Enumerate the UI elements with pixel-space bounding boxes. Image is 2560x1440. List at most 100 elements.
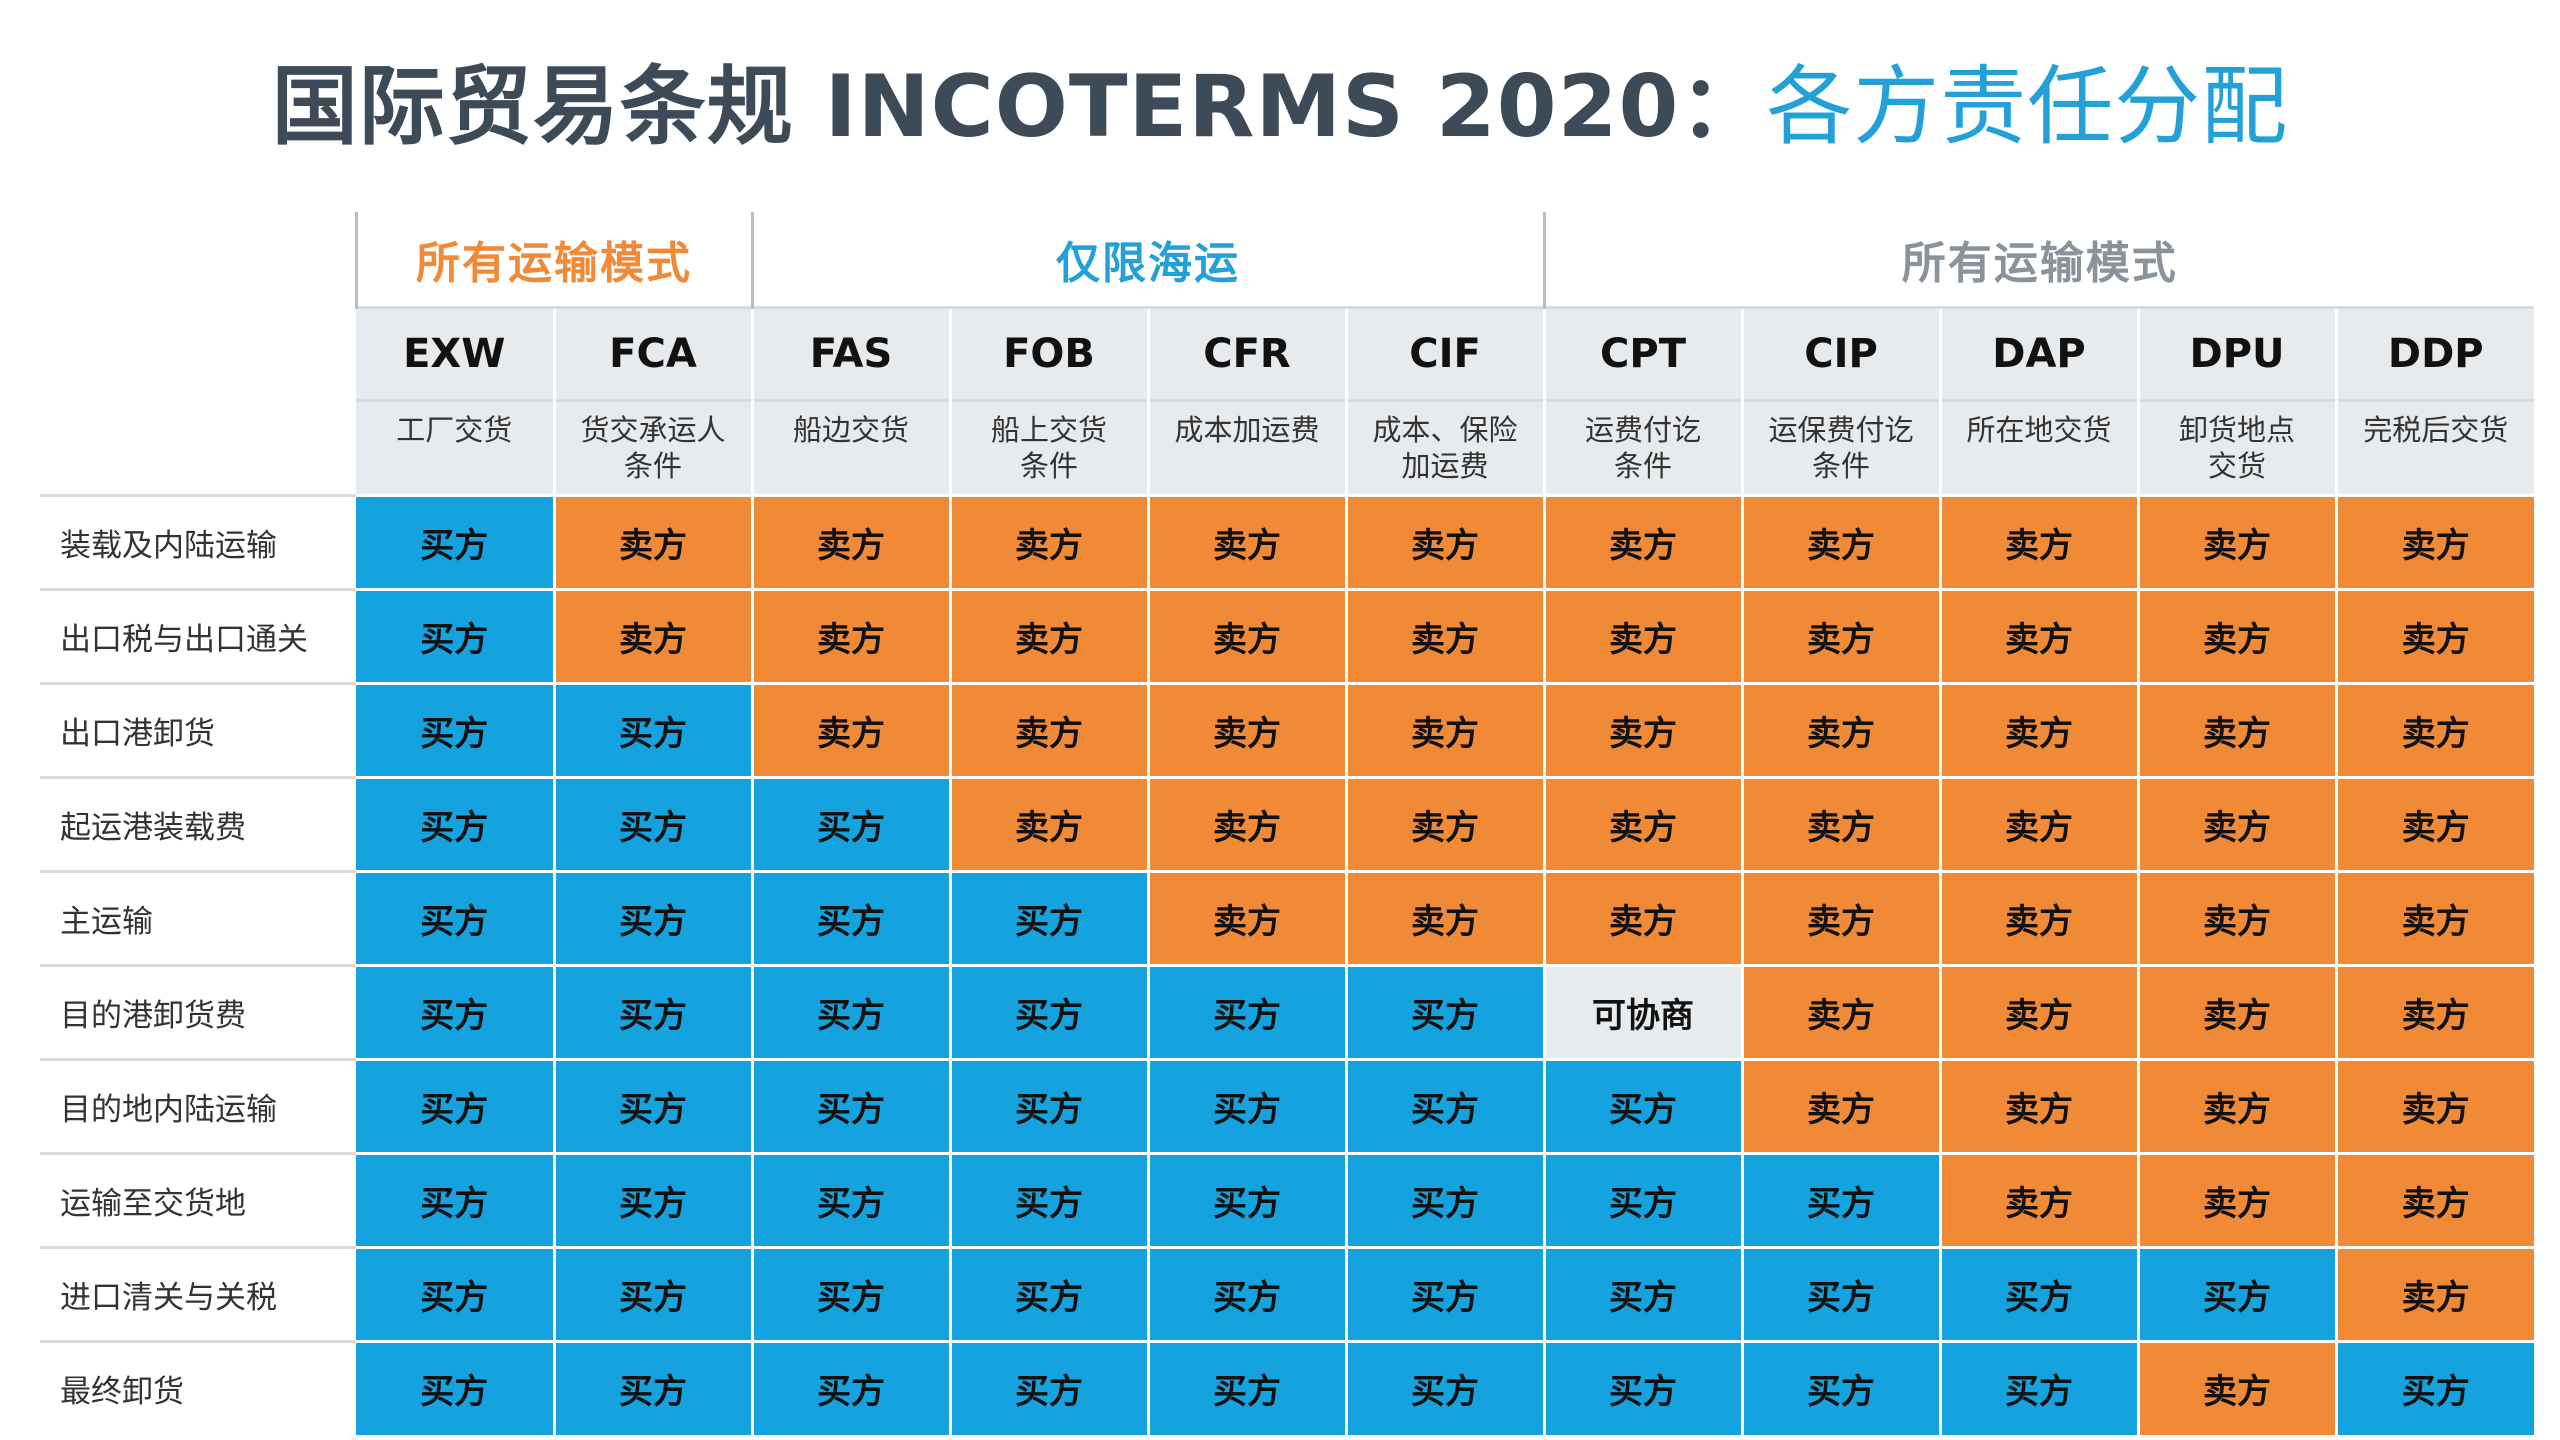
responsibility-cell: 买方 — [1146, 1339, 1346, 1435]
corner-blank — [40, 400, 356, 495]
responsibility-cell: 卖方 — [1344, 869, 1544, 965]
responsibility-cell: 卖方 — [2334, 1057, 2534, 1153]
responsibility-cell: 买方 — [552, 1151, 752, 1247]
responsibility-cell: 买方 — [356, 681, 554, 777]
responsibility-cell: 卖方 — [1146, 681, 1346, 777]
responsibility-cell: 买方 — [1344, 1057, 1544, 1153]
responsibility-cell: 买方 — [552, 869, 752, 965]
responsibility-cell: 买方 — [948, 1151, 1148, 1247]
term-code: CPT — [1542, 305, 1742, 400]
term-name-line: 条件 — [1019, 448, 1078, 483]
responsibility-cell: 买方 — [1542, 1151, 1742, 1247]
responsibility-cell: 卖方 — [1344, 493, 1544, 589]
table-row: 出口港卸货 买方 买方 卖方 卖方 卖方 卖方 卖方 卖方 卖方 卖方 卖方 — [40, 681, 2534, 777]
responsibility-cell: 卖方 — [2136, 681, 2336, 777]
responsibility-cell: 买方 — [356, 587, 554, 683]
responsibility-cell: 卖方 — [2136, 869, 2336, 965]
responsibility-cell: 卖方 — [1938, 963, 2138, 1059]
group-header: 所有运输模式 — [1542, 212, 2534, 307]
responsibility-cell: 买方 — [1146, 1245, 1346, 1341]
responsibility-cell: 买方 — [356, 1057, 554, 1153]
row-label: 起运港装载费 — [40, 775, 356, 871]
responsibility-cell: 卖方 — [1344, 775, 1544, 871]
row-label: 目的港卸货费 — [40, 963, 356, 1059]
table-row: 目的港卸货费 买方 买方 买方 买方 买方 买方 可协商 卖方 卖方 卖方 卖方 — [40, 963, 2534, 1059]
responsibility-cell: 买方 — [1344, 1245, 1544, 1341]
responsibility-cell: 买方 — [750, 963, 950, 1059]
responsibility-cell: 买方 — [750, 1151, 950, 1247]
responsibility-cell: 买方 — [1938, 1245, 2138, 1341]
responsibility-cell: 卖方 — [1344, 681, 1544, 777]
responsibility-cell: 买方 — [948, 963, 1148, 1059]
responsibility-cell: 买方 — [356, 493, 554, 589]
responsibility-cell: 卖方 — [2334, 681, 2534, 777]
responsibility-cell: 买方 — [552, 963, 752, 1059]
responsibility-cell: 卖方 — [2136, 1151, 2336, 1247]
term-code: CFR — [1146, 305, 1346, 400]
term-name-line: 条件 — [623, 448, 682, 483]
term-code: DDP — [2334, 305, 2534, 400]
term-code: FOB — [948, 305, 1148, 400]
term-name-line: 卸货地点 — [2178, 412, 2295, 447]
responsibility-cell: 卖方 — [1542, 587, 1742, 683]
responsibility-cell: 卖方 — [2334, 587, 2534, 683]
responsibility-cell: 买方 — [552, 1057, 752, 1153]
responsibility-cell: 卖方 — [2334, 775, 2534, 871]
responsibility-cell: 卖方 — [1146, 587, 1346, 683]
responsibility-cell: 买方 — [1740, 1151, 1940, 1247]
term-name: 卸货地点 交货 — [2136, 398, 2336, 495]
term-name-line: 加运费 — [1401, 448, 1489, 483]
term-name-line: 运费付讫 — [1584, 412, 1701, 447]
term-name: 成本加运费 — [1146, 398, 1346, 495]
title-main: 国际贸易条规 INCOTERMS 2020： — [271, 57, 1767, 157]
responsibility-cell: 卖方 — [750, 681, 950, 777]
term-code: DAP — [1938, 305, 2138, 400]
responsibility-cell: 卖方 — [1740, 775, 1940, 871]
table-row: 装载及内陆运输 买方 卖方 卖方 卖方 卖方 卖方 卖方 卖方 卖方 卖方 卖方 — [40, 493, 2534, 589]
responsibility-cell: 卖方 — [1740, 963, 1940, 1059]
responsibility-cell: 卖方 — [1344, 587, 1544, 683]
term-name-line: 所在地交货 — [1966, 412, 2112, 447]
group-header-row: 所有运输模式 仅限海运 所有运输模式 — [40, 212, 2534, 307]
responsibility-cell: 卖方 — [2334, 493, 2534, 589]
responsibility-cell: 卖方 — [1938, 587, 2138, 683]
term-name-row: 工厂交货 货交承运人 条件 船边交货 船上交货 条件 成本加运费 成本、保险 加运费 运费付讫 条件… — [40, 398, 2534, 495]
responsibility-cell: 买方 — [2136, 1245, 2336, 1341]
responsibility-cell: 买方 — [948, 1057, 1148, 1153]
responsibility-cell: 买方 — [552, 1245, 752, 1341]
term-name-line: 成本、保险 — [1372, 412, 1518, 447]
term-name-line: 条件 — [1811, 448, 1870, 483]
responsibility-cell: 卖方 — [2136, 493, 2336, 589]
term-code: FCA — [552, 305, 752, 400]
responsibility-cell: 卖方 — [1146, 869, 1346, 965]
responsibility-cell: 买方 — [1542, 1245, 1742, 1341]
responsibility-cell: 买方 — [356, 963, 554, 1059]
page-title: 国际贸易条规 INCOTERMS 2020：各方责任分配 — [0, 52, 2560, 162]
incoterms-table: 所有运输模式 仅限海运 所有运输模式 EXW FCA FAS FOB CFR CIF CPT CIP… — [40, 212, 2534, 1435]
responsibility-cell: 买方 — [356, 1339, 554, 1435]
responsibility-cell: 卖方 — [2136, 775, 2336, 871]
term-name-line: 工厂交货 — [396, 412, 513, 447]
responsibility-cell: 卖方 — [1938, 681, 2138, 777]
responsibility-cell: 卖方 — [948, 681, 1148, 777]
group-header: 仅限海运 — [750, 212, 1544, 307]
responsibility-cell: 卖方 — [1542, 493, 1742, 589]
table-row: 进口清关与关税 买方 买方 买方 买方 买方 买方 买方 买方 买方 买方 卖方 — [40, 1245, 2534, 1341]
row-label: 目的地内陆运输 — [40, 1057, 356, 1153]
responsibility-cell: 卖方 — [1740, 493, 1940, 589]
term-code: CIF — [1344, 305, 1544, 400]
responsibility-cell: 买方 — [1938, 1339, 2138, 1435]
responsibility-cell: 买方 — [552, 1339, 752, 1435]
responsibility-cell: 买方 — [750, 869, 950, 965]
responsibility-cell: 卖方 — [750, 587, 950, 683]
row-label: 出口港卸货 — [40, 681, 356, 777]
responsibility-cell: 卖方 — [948, 493, 1148, 589]
row-label: 最终卸货 — [40, 1339, 356, 1435]
responsibility-cell: 卖方 — [1938, 775, 2138, 871]
responsibility-cell: 买方 — [552, 775, 752, 871]
responsibility-cell: 卖方 — [2334, 869, 2534, 965]
responsibility-cell: 卖方 — [1146, 493, 1346, 589]
responsibility-cell: 买方 — [750, 775, 950, 871]
responsibility-cell: 卖方 — [1938, 1151, 2138, 1247]
responsibility-cell: 买方 — [1542, 1057, 1742, 1153]
